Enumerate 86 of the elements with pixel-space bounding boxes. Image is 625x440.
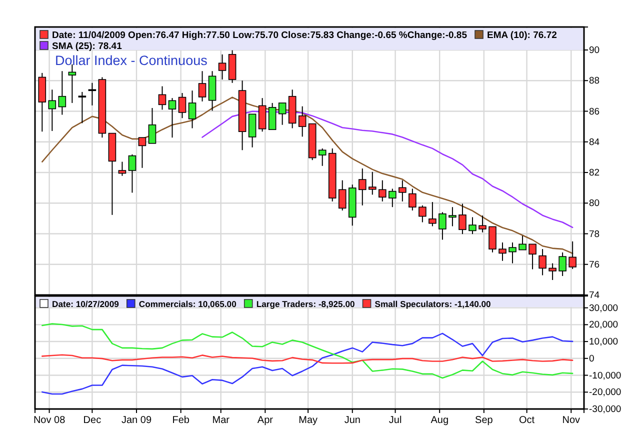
legend-title: Date: 10/27/2009 <box>52 299 120 309</box>
legend-label: SMA (25): 78.41 <box>52 41 123 52</box>
candlestick <box>498 242 506 262</box>
y-tick-label: 10,000 <box>589 336 618 348</box>
x-tick-label: Jul <box>388 415 402 426</box>
y-tick-label: 30,000 <box>589 302 618 314</box>
candlestick <box>248 114 256 148</box>
candlestick <box>408 188 416 211</box>
candlestick <box>338 180 346 211</box>
candlestick <box>198 70 206 102</box>
x-tick-label: Jan 09 <box>121 415 152 426</box>
x-tick-label: Jun <box>344 415 360 426</box>
y-tick-label: 82 <box>589 168 600 179</box>
x-tick-label: Sep <box>475 415 494 426</box>
candlestick <box>388 188 396 208</box>
x-tick-label: Mar <box>212 415 230 426</box>
candlestick <box>298 106 306 138</box>
candlestick <box>458 203 466 235</box>
x-tick-label: Feb <box>172 415 190 426</box>
y-tick-label: 90 <box>589 45 600 56</box>
y-tick-label: 84 <box>589 136 600 148</box>
y-tick-label: -20,000 <box>589 387 622 398</box>
y-tick-label: 78 <box>589 228 600 240</box>
candlestick <box>538 248 546 276</box>
candlestick <box>278 102 286 126</box>
candlestick <box>518 235 526 250</box>
legend-label: Large Traders: -8,925.00 <box>256 299 355 309</box>
candlestick <box>368 171 376 196</box>
y-tick-label: -10,000 <box>589 370 622 382</box>
candlestick <box>468 216 476 235</box>
candlestick <box>318 148 326 166</box>
candlestick <box>358 168 366 206</box>
candlestick <box>48 89 56 132</box>
candlestick <box>528 244 536 270</box>
y-tick-label: -30,000 <box>589 404 622 416</box>
candlestick <box>478 215 486 233</box>
candlestick <box>398 180 406 202</box>
x-tick-label: Nov <box>562 415 580 426</box>
candlestick <box>138 137 146 168</box>
candlestick <box>558 252 566 277</box>
candlestick <box>148 108 156 144</box>
line-series <box>42 332 574 395</box>
candlestick <box>438 212 446 240</box>
y-tick-label: 74 <box>589 290 600 302</box>
candlestick <box>178 92 186 119</box>
candlestick <box>568 240 576 270</box>
candlestick <box>218 54 226 80</box>
candlestick <box>508 242 516 264</box>
candlestick <box>418 204 426 223</box>
y-tick-label: 0 <box>589 353 594 364</box>
candlestick <box>88 82 96 106</box>
x-tick-label: Dec <box>83 415 102 426</box>
candlestick <box>158 86 166 110</box>
candlestick <box>118 161 126 176</box>
line-series <box>42 354 574 364</box>
candlestick <box>68 64 76 104</box>
candlestick <box>168 98 176 138</box>
y-tick-label: 20,000 <box>589 320 618 331</box>
y-tick-label: 86 <box>589 106 600 118</box>
candlestick <box>378 180 386 202</box>
candlestick <box>548 262 556 280</box>
legend-label: Date: 11/04/2009 Open:76.47 High:77.50 Low:75.70 Close:75.83 Change:-0.65 %Change:-0.85 <box>52 30 468 41</box>
legend-label: EMA (10): 76.72 <box>487 30 557 41</box>
y-tick-label: 80 <box>589 198 600 210</box>
candlestick <box>428 202 436 227</box>
x-tick-label: Aug <box>430 415 448 426</box>
x-tick-label: Oct <box>519 415 535 426</box>
line-series <box>202 110 574 228</box>
candlestick <box>128 154 136 194</box>
y-tick-label: 76 <box>589 259 600 270</box>
line-series <box>42 323 574 379</box>
candlestick <box>258 98 266 132</box>
line-series <box>42 96 574 254</box>
legend-label: Small Speculators: -1,140.00 <box>374 299 492 309</box>
candlestick <box>448 206 456 227</box>
candlestick <box>188 90 196 129</box>
text: Dollar Index - Continuous <box>55 53 208 68</box>
x-tick-label: Apr <box>257 415 274 426</box>
legend-label: Commercials: 10,065.00 <box>138 299 237 309</box>
candlestick <box>58 70 66 116</box>
x-tick-label: Nov 08 <box>33 415 66 426</box>
candlestick <box>488 226 496 253</box>
candlestick <box>78 91 86 124</box>
candlestick <box>268 102 276 130</box>
x-tick-label: May <box>298 415 318 426</box>
y-tick-label: 88 <box>589 76 600 87</box>
